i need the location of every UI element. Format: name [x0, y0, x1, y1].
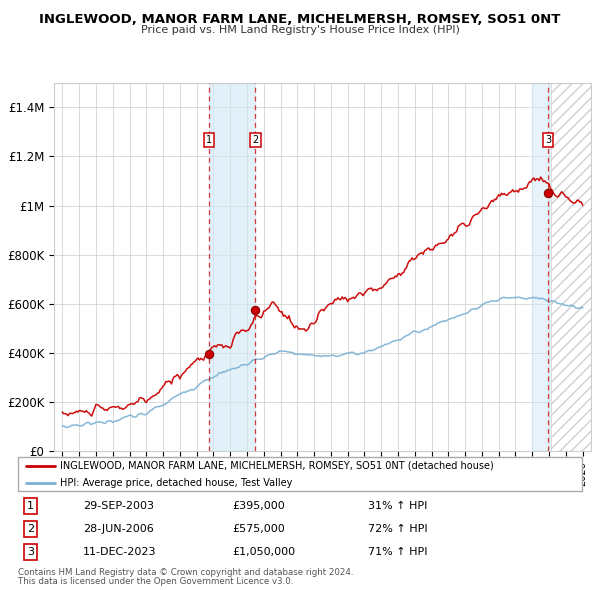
Text: 3: 3: [545, 135, 551, 145]
Text: Price paid vs. HM Land Registry's House Price Index (HPI): Price paid vs. HM Land Registry's House …: [140, 25, 460, 35]
Text: £575,000: £575,000: [232, 524, 285, 533]
Bar: [209, 83, 256, 451]
Text: 2: 2: [252, 135, 259, 145]
Text: 71% ↑ HPI: 71% ↑ HPI: [368, 546, 427, 556]
Text: 2: 2: [27, 524, 34, 533]
Text: 3: 3: [27, 546, 34, 556]
Text: 31% ↑ HPI: 31% ↑ HPI: [368, 501, 427, 511]
Text: Contains HM Land Registry data © Crown copyright and database right 2024.: Contains HM Land Registry data © Crown c…: [18, 568, 353, 576]
Text: INGLEWOOD, MANOR FARM LANE, MICHELMERSH, ROMSEY, SO51 0NT (detached house): INGLEWOOD, MANOR FARM LANE, MICHELMERSH,…: [60, 461, 494, 471]
Bar: [551, 83, 591, 451]
Text: 1: 1: [27, 501, 34, 511]
Text: HPI: Average price, detached house, Test Valley: HPI: Average price, detached house, Test…: [60, 478, 293, 488]
Text: £395,000: £395,000: [232, 501, 285, 511]
Bar: [551, 83, 591, 451]
Text: 1: 1: [206, 135, 212, 145]
Bar: [532, 83, 551, 451]
Text: 11-DEC-2023: 11-DEC-2023: [83, 546, 157, 556]
Text: INGLEWOOD, MANOR FARM LANE, MICHELMERSH, ROMSEY, SO51 0NT: INGLEWOOD, MANOR FARM LANE, MICHELMERSH,…: [40, 13, 560, 26]
Text: 72% ↑ HPI: 72% ↑ HPI: [368, 524, 427, 533]
Text: £1,050,000: £1,050,000: [232, 546, 295, 556]
Text: 29-SEP-2003: 29-SEP-2003: [83, 501, 154, 511]
Text: This data is licensed under the Open Government Licence v3.0.: This data is licensed under the Open Gov…: [18, 577, 293, 586]
Text: 28-JUN-2006: 28-JUN-2006: [83, 524, 154, 533]
FancyBboxPatch shape: [18, 457, 582, 491]
